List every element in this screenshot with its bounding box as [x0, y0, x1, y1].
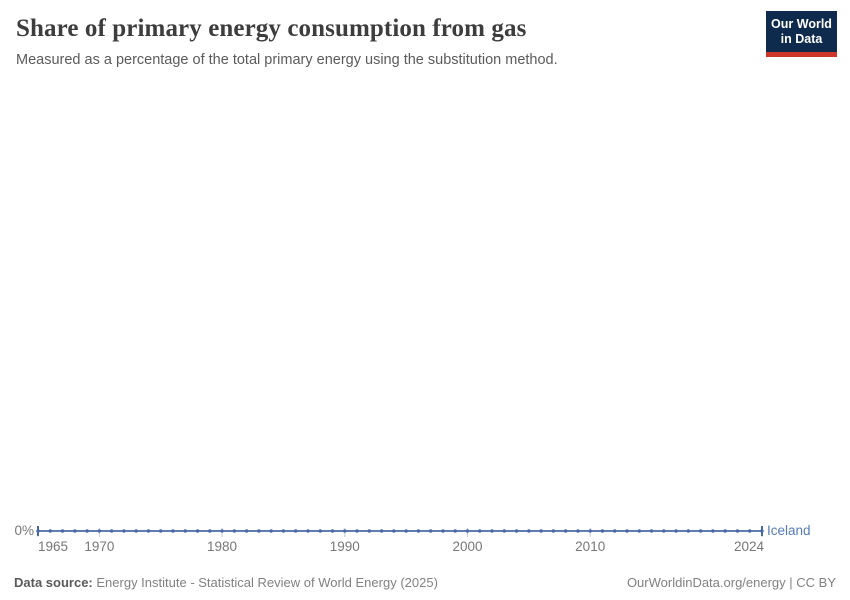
data-point[interactable]: [613, 529, 617, 533]
data-point[interactable]: [527, 529, 531, 533]
chart-footer: Data source: Energy Institute - Statisti…: [14, 575, 836, 590]
data-point[interactable]: [379, 529, 384, 533]
data-point[interactable]: [502, 529, 507, 533]
data-point[interactable]: [318, 529, 322, 533]
data-point[interactable]: [159, 529, 163, 533]
data-point[interactable]: [649, 529, 654, 533]
data-point[interactable]: [600, 529, 605, 533]
data-point[interactable]: [735, 529, 740, 533]
data-point[interactable]: [625, 529, 629, 533]
data-point[interactable]: [490, 529, 494, 533]
data-point[interactable]: [428, 529, 433, 533]
data-point[interactable]: [723, 529, 727, 533]
data-point[interactable]: [478, 529, 482, 533]
data-point[interactable]: [711, 529, 715, 533]
data-point[interactable]: [306, 529, 310, 533]
data-point[interactable]: [97, 529, 102, 533]
data-point[interactable]: [73, 529, 77, 533]
data-point[interactable]: [244, 529, 249, 533]
data-point[interactable]: [539, 529, 543, 533]
data-point[interactable]: [576, 529, 580, 533]
data-point[interactable]: [343, 529, 347, 533]
series-label-iceland[interactable]: Iceland: [767, 523, 811, 538]
x-axis-tick-label: 2010: [575, 539, 605, 554]
data-point[interactable]: [269, 529, 273, 533]
owid-logo-line2: in Data: [780, 32, 823, 46]
data-point[interactable]: [355, 529, 359, 533]
data-point[interactable]: [441, 529, 445, 533]
data-point[interactable]: [330, 529, 335, 533]
data-point[interactable]: [171, 529, 175, 533]
data-point[interactable]: [109, 529, 114, 533]
chart-title: Share of primary energy consumption from…: [16, 15, 527, 42]
data-point[interactable]: [48, 529, 52, 533]
data-point[interactable]: [220, 529, 224, 533]
data-point[interactable]: [588, 529, 592, 533]
owid-logo-text: Our World in Data: [766, 11, 837, 52]
data-point[interactable]: [760, 529, 764, 533]
data-point[interactable]: [637, 529, 641, 533]
y-axis-tick-label: 0%: [14, 523, 34, 538]
data-point[interactable]: [551, 529, 556, 533]
x-axis-tick-label: 1980: [207, 539, 237, 554]
data-point[interactable]: [453, 529, 457, 533]
data-point[interactable]: [674, 529, 678, 533]
owid-logo-red-strip: [766, 52, 837, 57]
data-point[interactable]: [122, 529, 126, 533]
data-point[interactable]: [36, 529, 40, 533]
data-point[interactable]: [195, 529, 200, 533]
data-point[interactable]: [686, 529, 691, 533]
data-point[interactable]: [281, 529, 286, 533]
x-axis-tick-label: 2000: [452, 539, 482, 554]
data-point[interactable]: [146, 529, 151, 533]
data-source-label: Data source:: [14, 575, 93, 590]
x-axis-tick-label: 1970: [84, 539, 114, 554]
data-point[interactable]: [60, 529, 65, 533]
x-axis-tick-label: 1965: [38, 539, 68, 554]
data-point[interactable]: [85, 529, 89, 533]
data-point[interactable]: [293, 529, 298, 533]
data-point[interactable]: [367, 529, 372, 533]
data-point[interactable]: [392, 529, 396, 533]
data-point[interactable]: [662, 529, 666, 533]
data-point[interactable]: [465, 529, 470, 533]
x-axis-tick-label: 2024: [734, 539, 765, 554]
owid-logo-line1: Our World: [771, 17, 832, 31]
chart-subtitle: Measured as a percentage of the total pr…: [16, 52, 558, 68]
data-source-note: Data source: Energy Institute - Statisti…: [14, 575, 438, 590]
license-note[interactable]: OurWorldinData.org/energy | CC BY: [626, 575, 836, 590]
data-point[interactable]: [514, 529, 519, 533]
data-point[interactable]: [134, 529, 138, 533]
data-point[interactable]: [416, 529, 421, 533]
data-point[interactable]: [208, 529, 212, 533]
data-point[interactable]: [183, 529, 187, 533]
data-point[interactable]: [257, 529, 261, 533]
chart-header: Share of primary energy consumption from…: [16, 13, 755, 70]
x-axis-tick-label: 1990: [330, 539, 360, 554]
data-point[interactable]: [563, 529, 568, 533]
data-point[interactable]: [748, 529, 752, 533]
owid-logo[interactable]: Our World in Data: [766, 11, 837, 57]
data-point[interactable]: [698, 529, 703, 533]
data-source-text: Energy Institute - Statistical Review of…: [96, 575, 438, 590]
data-point[interactable]: [404, 529, 408, 533]
data-point[interactable]: [232, 529, 237, 533]
